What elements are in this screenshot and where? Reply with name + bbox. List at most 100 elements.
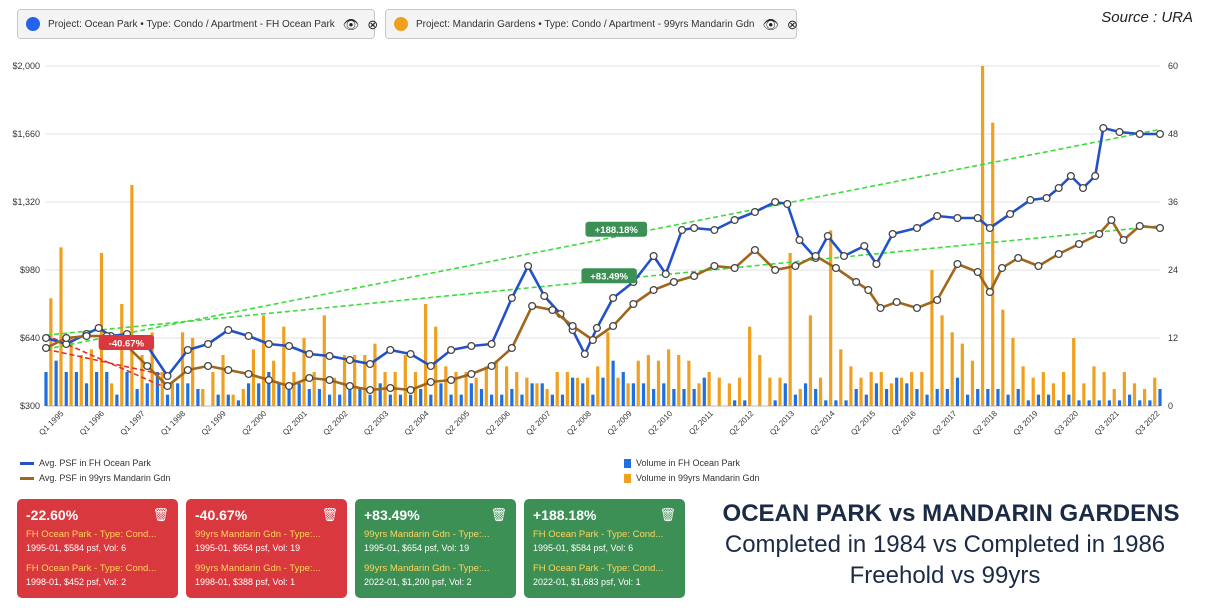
filter-chip-ocean-park[interactable]: Project: Ocean Park • Type: Condo / Apar…: [17, 9, 379, 39]
volume-bar-mandarin: [849, 366, 853, 406]
psf-point-mandarin: [710, 261, 719, 271]
volume-bar-mandarin: [1153, 377, 1157, 406]
volume-bar-ocean-park: [216, 394, 220, 406]
comparison-card[interactable]: -22.60% 🗑 FH Ocean Park - Type: Cond... …: [17, 499, 178, 598]
psf-point-ocean-park: [872, 259, 881, 269]
volume-bar-mandarin: [120, 304, 124, 406]
legend-ocean-park-psf: Avg. PSF in FH Ocean Park: [20, 458, 151, 468]
legend-label: Avg. PSF in 99yrs Mandarin Gdn: [39, 473, 171, 483]
trash-icon[interactable]: 🗑: [152, 507, 169, 522]
volume-bar-ocean-park: [388, 394, 392, 406]
trend-label-box: [98, 335, 155, 350]
psf-point-ocean-park: [580, 349, 589, 359]
psf-point-mandarin: [730, 263, 739, 273]
volume-bar-ocean-park: [479, 389, 484, 406]
trend-label-text: +188.18%: [595, 225, 639, 236]
close-icon[interactable]: ⊗: [787, 16, 798, 32]
eye-icon[interactable]: 👁: [762, 16, 780, 32]
psf-point-mandarin: [997, 263, 1007, 273]
volume-bar-mandarin: [211, 372, 215, 406]
card-point-detail: 1998-01, $452 psf, Vol: 2: [26, 577, 127, 587]
volume-bar-ocean-park: [1117, 400, 1122, 406]
psf-point-mandarin: [1054, 249, 1063, 259]
volume-bar-ocean-park: [591, 394, 595, 406]
psf-point-ocean-park: [933, 211, 942, 221]
psf-point-ocean-park: [524, 261, 533, 271]
volume-bar-mandarin: [758, 355, 762, 406]
x-axis-tick: Q1 1998: [159, 409, 187, 437]
psf-point-ocean-park: [426, 361, 435, 371]
card-point-detail: 1995-01, $584 psf, Vol: 6: [26, 543, 127, 553]
trend-label: +83.49%: [581, 268, 637, 284]
trend-label-box: [585, 221, 648, 237]
volume-bar-ocean-park: [155, 372, 159, 406]
psf-point-mandarin: [973, 267, 982, 277]
volume-bar-mandarin: [535, 383, 539, 406]
volume-bar-mandarin: [49, 298, 53, 406]
volume-bar-mandarin: [454, 372, 458, 406]
eye-icon[interactable]: 👁: [342, 16, 360, 32]
volume-bar-mandarin: [312, 372, 316, 406]
psf-point-mandarin: [1074, 239, 1084, 249]
comparison-card[interactable]: +188.18% 🗑 FH Ocean Park - Type: Cond...…: [524, 499, 685, 598]
volume-bar-mandarin: [575, 377, 580, 406]
psf-point-ocean-park: [839, 251, 849, 261]
volume-bar-ocean-park: [996, 389, 1000, 406]
psf-point-ocean-park: [860, 241, 869, 251]
psf-point-mandarin: [831, 263, 840, 273]
volume-bar-mandarin: [353, 355, 357, 406]
psf-point-mandarin: [366, 385, 375, 395]
psf-point-ocean-park: [649, 251, 658, 261]
psf-point-mandarin: [791, 261, 800, 271]
psf-point-ocean-park: [224, 325, 233, 335]
psf-point-mandarin: [852, 277, 861, 287]
psf-point-ocean-park: [1155, 129, 1165, 139]
volume-bar-ocean-park: [743, 400, 747, 406]
volume-bar-ocean-park: [186, 383, 190, 406]
volume-bar-ocean-park: [368, 394, 372, 406]
card-series-label: FH Ocean Park - Type: Cond...: [26, 529, 157, 540]
psf-point-mandarin: [669, 277, 678, 287]
psf-point-ocean-park: [677, 225, 687, 235]
volume-bar-mandarin: [950, 332, 954, 406]
volume-bar-mandarin: [1021, 366, 1025, 406]
volume-bar-ocean-park: [682, 389, 686, 406]
psf-point-mandarin: [690, 271, 699, 281]
volume-bar-mandarin: [1102, 372, 1106, 406]
card-series-label: 99yrs Mandarin Gdn - Type:...: [195, 529, 321, 540]
psf-point-mandarin: [953, 259, 962, 269]
psf-point-mandarin: [811, 251, 820, 261]
volume-bar-mandarin: [261, 315, 266, 406]
card-point-detail: 2022-01, $1,683 psf, Vol: 1: [533, 577, 641, 587]
volume-bar-mandarin: [788, 253, 792, 406]
psf-point-ocean-park: [823, 231, 832, 241]
psf-point-mandarin: [62, 333, 71, 343]
volume-bar-ocean-park: [571, 377, 575, 406]
x-axis-tick: Q2 2016: [890, 409, 918, 437]
trash-icon[interactable]: 🗑: [321, 507, 338, 522]
filter-chip-mandarin-gardens[interactable]: Project: Mandarin Gardens • Type: Condo …: [385, 9, 798, 39]
volume-bar-mandarin: [869, 372, 873, 406]
volume-bar-mandarin: [818, 377, 823, 406]
trash-icon[interactable]: 🗑: [490, 507, 507, 522]
psf-point-mandarin: [143, 361, 152, 371]
psf-point-mandarin: [892, 297, 901, 307]
psf-point-ocean-park: [592, 323, 601, 333]
card-series-label: 99yrs Mandarin Gdn - Type:...: [364, 529, 490, 540]
volume-bar-ocean-park: [348, 389, 352, 406]
trash-icon[interactable]: 🗑: [659, 507, 676, 522]
legend-swatch: [624, 473, 631, 483]
psf-point-mandarin: [426, 377, 435, 387]
comparison-card[interactable]: +83.49% 🗑 99yrs Mandarin Gdn - Type:... …: [355, 499, 516, 598]
volume-bar-mandarin: [1132, 383, 1137, 406]
x-axis-tick: Q2 2005: [443, 409, 471, 437]
volume-bar-mandarin: [545, 389, 549, 406]
psf-point-mandarin: [1034, 261, 1043, 271]
comparison-card[interactable]: -40.67% 🗑 99yrs Mandarin Gdn - Type:... …: [186, 499, 347, 598]
close-icon[interactable]: ⊗: [367, 16, 379, 32]
x-axis-tick: Q2 2002: [321, 409, 349, 437]
volume-bar-ocean-park: [449, 394, 453, 406]
volume-bar-mandarin: [748, 326, 752, 406]
volume-bar-mandarin: [768, 377, 772, 406]
volume-bar-mandarin: [879, 372, 883, 406]
